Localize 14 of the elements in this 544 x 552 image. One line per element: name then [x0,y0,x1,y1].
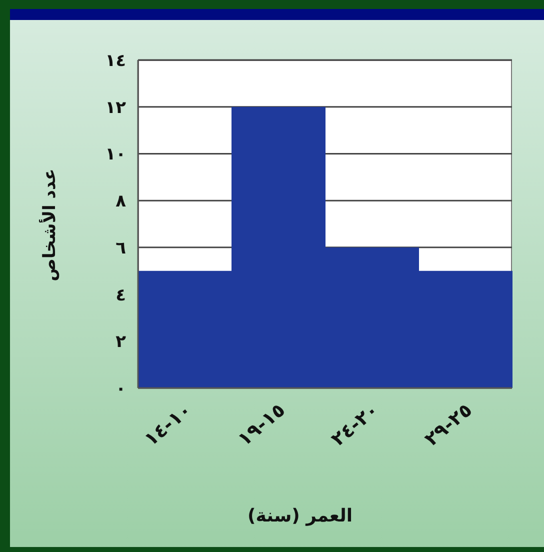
y-tick-label: ٨ [116,192,127,212]
y-tick-label: ١٠ [105,144,126,165]
x-tick-label: ١٥-١٩ [234,398,290,451]
y-tick-label: ٦ [116,238,126,258]
y-tick-label: ٠ [116,379,126,400]
x-tick-label: ٢٥-٢٩ [420,398,476,451]
y-tick-label: ١٤ [105,51,126,72]
y-tick-label: ٤ [116,285,126,306]
x-axis-title: العمر (سنة) [247,506,353,526]
y-tick-label: ١٢ [105,98,127,118]
x-tick-label: ٢٠-٢٤ [327,398,383,451]
y-tick-label: ٢ [116,332,127,352]
x-tick-label: ١٠-١٤ [140,398,196,451]
y-axis-title: عدد الأشخاص [40,168,60,282]
